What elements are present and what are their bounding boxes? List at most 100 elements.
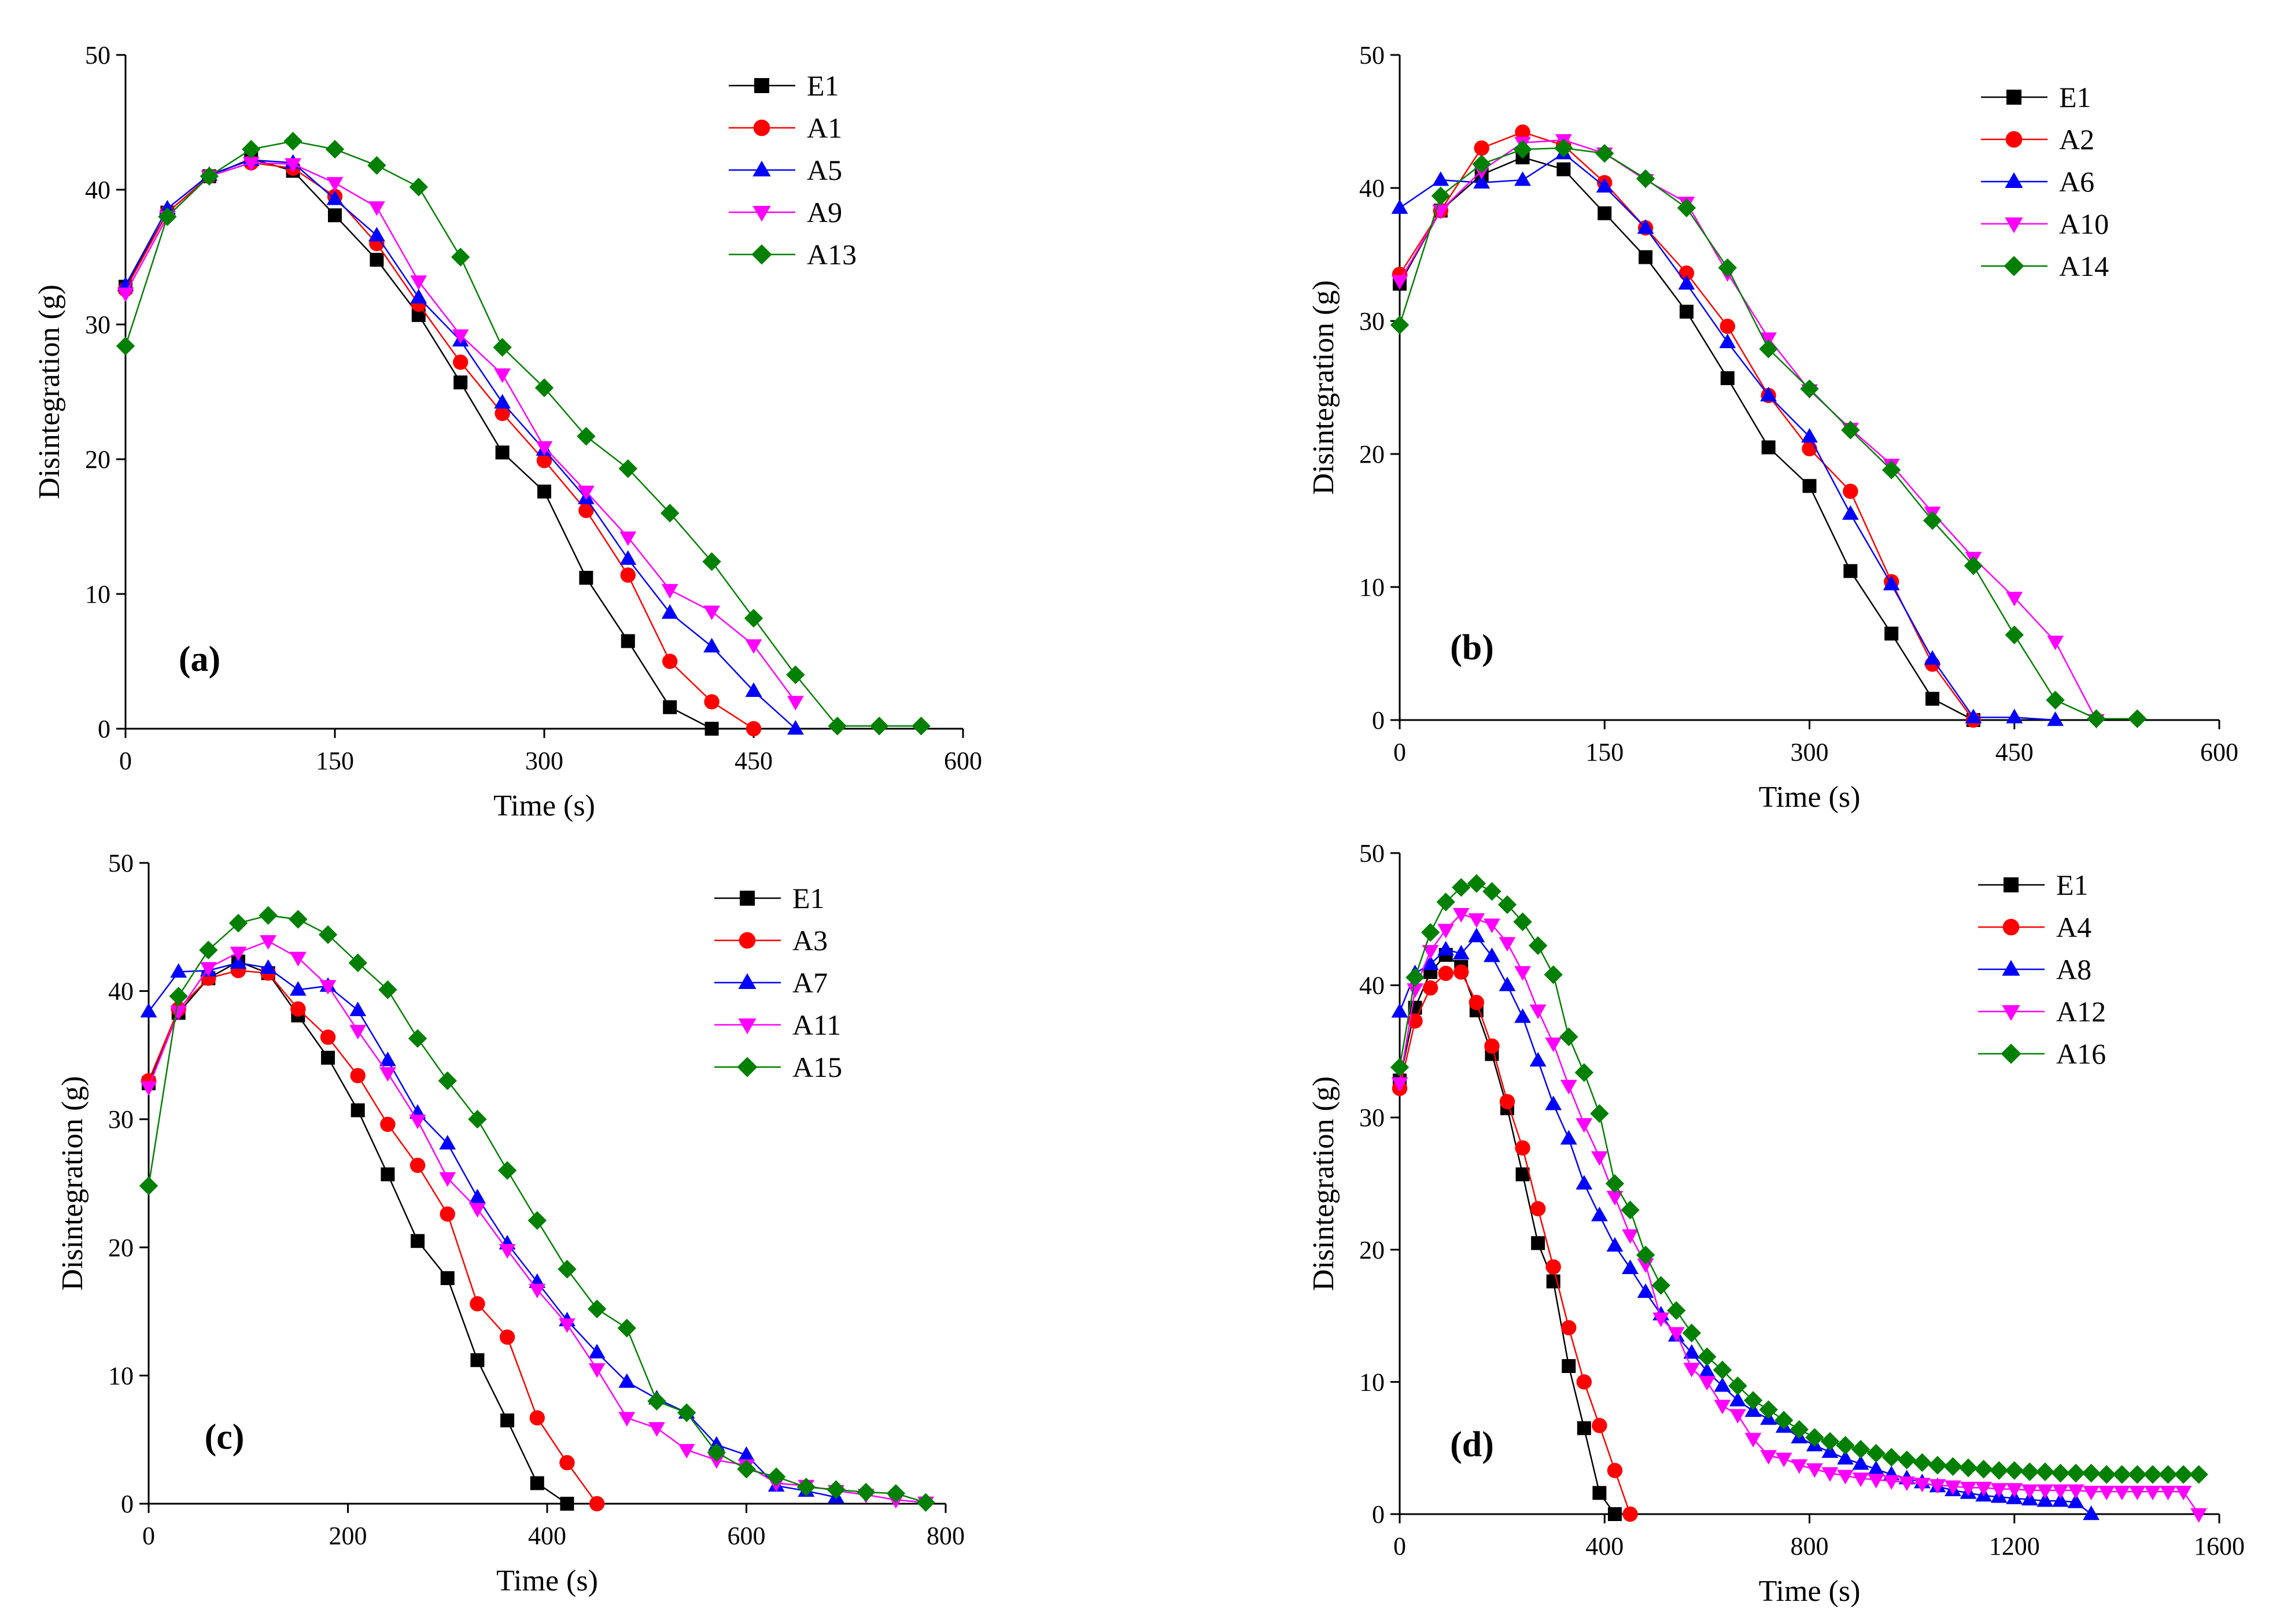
x-tick-label: 150 (1585, 738, 1624, 766)
data-point (661, 504, 680, 523)
data-point (170, 1005, 187, 1021)
data-point (1590, 1104, 1609, 1123)
data-point (2020, 1462, 2039, 1482)
x-tick-label: 400 (528, 1522, 566, 1550)
data-point (1924, 650, 1941, 665)
data-point (1390, 1058, 1410, 1077)
data-point (1759, 1400, 1778, 1419)
y-tick-label: 40 (108, 977, 134, 1006)
data-point (409, 1157, 426, 1173)
y-tick-label: 10 (108, 1361, 134, 1390)
data-point (451, 248, 470, 267)
data-point (1651, 1276, 1670, 1295)
data-point (1606, 1191, 1624, 1206)
data-point (1802, 441, 1817, 456)
data-point (589, 1496, 605, 1512)
x-axis-label: Time (s) (496, 1564, 598, 1597)
data-point (1469, 995, 1485, 1010)
data-point (1743, 1391, 1763, 1410)
data-point (886, 1484, 906, 1503)
data-point (536, 453, 552, 468)
data-point (116, 337, 135, 356)
data-point (1637, 219, 1654, 234)
data-point (200, 962, 217, 977)
data-point (536, 441, 553, 456)
data-point (452, 329, 469, 344)
data-point (349, 1025, 367, 1040)
data-point (1958, 1458, 1978, 1478)
data-point (1974, 1460, 1993, 1479)
data-point (618, 1412, 636, 1427)
data-point (578, 485, 595, 500)
y-tick-label: 30 (1359, 307, 1385, 335)
data-point (1576, 1175, 1593, 1190)
data-point (1759, 339, 1778, 359)
data-point (529, 1283, 546, 1298)
x-tick-label: 0 (119, 747, 132, 775)
data-point (1683, 1344, 1700, 1359)
data-point (1472, 154, 1491, 174)
y-tick-label: 20 (1359, 440, 1385, 468)
data-point (1422, 980, 1438, 996)
legend-marker (2002, 1005, 2020, 1021)
legend-label: A7 (792, 966, 828, 999)
data-point (1801, 428, 1818, 443)
data-point (1637, 1283, 1654, 1298)
data-point (1622, 1506, 1638, 1522)
data-point (1843, 564, 1858, 578)
series-A15 (139, 906, 935, 1512)
data-point (259, 906, 278, 925)
legend: E1 A3 A7 A11 A15 (714, 882, 842, 1083)
data-point (1652, 1312, 1670, 1327)
data-point (2047, 711, 2064, 726)
data-point (1960, 1482, 1977, 1497)
data-point (411, 1234, 425, 1248)
y-tick-label: 20 (1359, 1236, 1385, 1264)
data-point (1760, 1450, 1777, 1465)
data-point (1729, 1409, 1746, 1424)
data-point (661, 604, 678, 619)
data-point (1667, 1301, 1686, 1320)
data-point (1698, 1347, 1717, 1367)
y-tick-label: 50 (85, 41, 110, 69)
data-point (620, 567, 636, 583)
data-point (1515, 124, 1530, 140)
data-point (1868, 1474, 1885, 1489)
data-point (677, 1403, 696, 1422)
series-A8 (1391, 928, 2100, 1520)
data-point (1591, 1151, 1608, 1166)
data-point (1843, 483, 1858, 499)
data-point (2160, 1485, 2176, 1501)
data-point (1499, 976, 1516, 991)
x-tick-label: 1200 (1989, 1532, 2040, 1560)
data-point (2174, 1465, 2193, 1484)
data-point (1421, 922, 1440, 942)
data-point (379, 1067, 396, 1082)
data-point (242, 139, 261, 159)
data-point (381, 1167, 395, 1182)
legend-label: A14 (2059, 250, 2109, 282)
data-point (1591, 1206, 1608, 1221)
y-tick-label: 40 (85, 176, 110, 204)
y-axis-label: Disintegration (g) (1307, 280, 1340, 494)
panel-2: 0 150 300 450 600 0 10 20 30 40 50 Time (s) Disinteg… (1307, 41, 2238, 814)
data-point (1391, 1003, 1408, 1018)
data-point (1544, 965, 1563, 984)
y-tick-label: 40 (1359, 972, 1385, 1000)
legend-marker (753, 119, 770, 136)
data-point (409, 178, 428, 197)
data-point (1561, 1320, 1577, 1335)
data-point (1530, 1201, 1546, 1217)
data-point (1639, 250, 1653, 264)
data-point (1473, 174, 1491, 189)
data-point (1925, 692, 1940, 706)
data-point (169, 987, 188, 1006)
y-tick-label: 0 (1372, 706, 1385, 735)
data-point (703, 606, 720, 621)
data-point (140, 1003, 157, 1018)
legend-marker (2006, 90, 2021, 105)
x-tick-label: 800 (927, 1522, 965, 1550)
legend-label: E1 (792, 882, 825, 914)
data-point (1851, 1440, 1871, 1459)
data-point (827, 1480, 846, 1499)
